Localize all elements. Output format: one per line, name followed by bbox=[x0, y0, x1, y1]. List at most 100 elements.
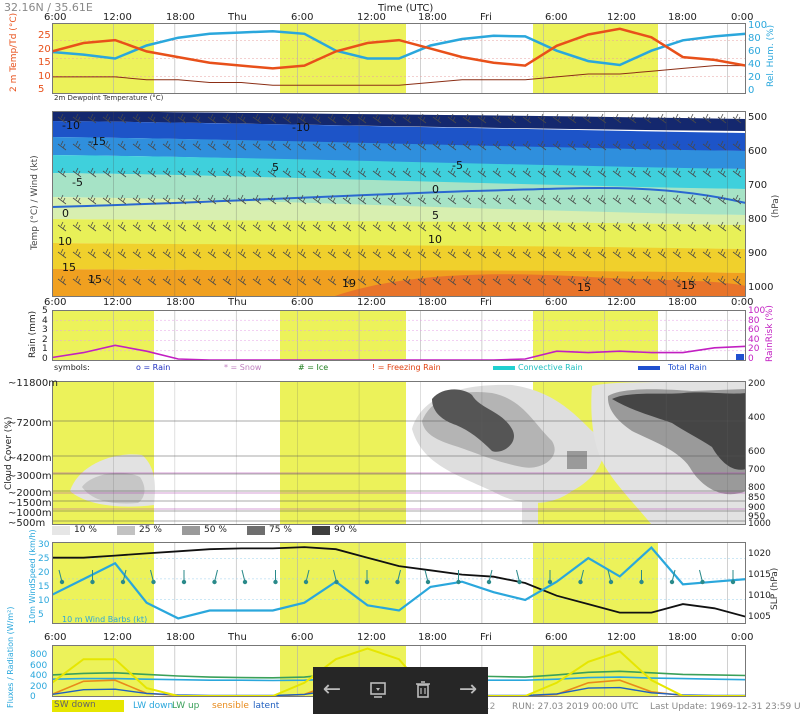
isotherm-label: -15 bbox=[677, 279, 695, 292]
wind-barb bbox=[327, 221, 337, 232]
wind-barb bbox=[192, 140, 202, 151]
wind-barb bbox=[567, 194, 577, 205]
wind-barb bbox=[57, 113, 67, 124]
isotherm-label: 10 bbox=[428, 233, 442, 246]
wind-barb bbox=[372, 275, 382, 286]
wind-barb bbox=[252, 140, 262, 151]
temperature-band bbox=[52, 137, 746, 169]
cloud-legend-swatch bbox=[182, 526, 200, 535]
convective-rain-swatch bbox=[493, 366, 515, 370]
wind-barb bbox=[702, 140, 712, 151]
wind-barb bbox=[732, 194, 742, 205]
wind-barb bbox=[552, 248, 562, 259]
wind-barb bbox=[241, 569, 246, 583]
wind-barb bbox=[117, 140, 127, 151]
rainrisk-tick-label: 20 bbox=[748, 344, 760, 355]
wind-barb bbox=[327, 140, 337, 151]
wind-barb bbox=[312, 248, 322, 259]
cloud-cover-region bbox=[522, 501, 538, 525]
wind-barb bbox=[642, 248, 652, 259]
wind-barb bbox=[102, 113, 112, 124]
wind-barb bbox=[537, 275, 547, 286]
coordinates-label: 32.16N / 35.61E bbox=[4, 1, 93, 14]
wind-barb bbox=[702, 248, 712, 259]
humidity-tick-label: 0 bbox=[748, 85, 755, 96]
rain-tick-label: 1 bbox=[42, 344, 48, 355]
wind-barb bbox=[717, 248, 727, 259]
wind-barb bbox=[552, 194, 562, 205]
wind-barb bbox=[582, 248, 592, 259]
wind-barb bbox=[87, 194, 97, 205]
total-rain-label: Total Rain bbox=[668, 363, 707, 372]
cloud-height-tick: ~3000m bbox=[8, 471, 52, 482]
wind-barb bbox=[177, 140, 187, 151]
time-tick-label: 6:00 bbox=[44, 12, 67, 23]
wind-barb bbox=[207, 140, 217, 151]
freezing-level-line bbox=[52, 186, 746, 208]
wind-barb bbox=[297, 140, 307, 151]
wind-barb bbox=[699, 569, 703, 583]
panel-frame bbox=[52, 111, 746, 297]
rainrisk-tick-label: 0 bbox=[748, 354, 754, 364]
time-tick-label: 0:00 bbox=[731, 632, 754, 643]
cloud-height-tick: ~1000m bbox=[8, 508, 52, 519]
wind-barb bbox=[417, 194, 427, 205]
cloud-height-tick: ~1500m bbox=[8, 498, 52, 509]
slideshow-icon[interactable] bbox=[365, 677, 391, 703]
cloud-legend-label: 10 % bbox=[74, 525, 97, 535]
time-tick-label: 18:00 bbox=[668, 297, 697, 308]
wind-barb bbox=[717, 167, 727, 178]
time-tick-label: 6:00 bbox=[291, 632, 314, 643]
trash-icon[interactable] bbox=[410, 677, 436, 703]
wind-barb bbox=[687, 194, 697, 205]
isotherm-label: -5 bbox=[72, 176, 83, 189]
wind-barb bbox=[492, 113, 502, 124]
wind-barb bbox=[372, 113, 382, 124]
time-tick-label: 6:00 bbox=[44, 632, 67, 643]
wind-barb bbox=[252, 275, 262, 286]
wind-barb bbox=[597, 113, 607, 124]
wind-barb bbox=[672, 248, 682, 259]
wind-barb bbox=[207, 275, 217, 286]
wind-barb bbox=[87, 113, 97, 124]
wind-barb bbox=[162, 113, 172, 124]
wind-barb bbox=[102, 194, 112, 205]
wind-barb bbox=[597, 248, 607, 259]
symbols-label: symbols: bbox=[54, 363, 90, 372]
wind-barb bbox=[87, 167, 97, 178]
wind-barb bbox=[327, 167, 337, 178]
wind-barb bbox=[657, 113, 667, 124]
wind-barb bbox=[417, 221, 427, 232]
time-tick-label: 12:00 bbox=[103, 632, 132, 643]
temperature-band bbox=[52, 155, 746, 189]
wind-barb bbox=[357, 167, 367, 178]
wind-barb bbox=[177, 221, 187, 232]
wind-barb bbox=[342, 221, 352, 232]
wind-barb bbox=[732, 275, 742, 286]
wind-barb bbox=[537, 194, 547, 205]
isotherm-label: -10 bbox=[62, 119, 80, 132]
pressure-tick-label: 600 bbox=[748, 146, 768, 157]
wind-barb bbox=[222, 140, 232, 151]
cloud-legend-swatch bbox=[312, 526, 330, 535]
back-arrow-icon[interactable]: ← bbox=[322, 677, 342, 702]
lw-up-legend: LW up bbox=[172, 701, 200, 711]
wind-barb bbox=[522, 221, 532, 232]
wind-barb bbox=[252, 113, 262, 124]
isotherm-label: 15 bbox=[88, 273, 102, 286]
time-tick-label: Thu bbox=[228, 297, 247, 308]
wind-barb bbox=[717, 113, 727, 124]
forward-arrow-icon[interactable]: → bbox=[458, 677, 478, 702]
wind-barb bbox=[462, 248, 472, 259]
wind-barb bbox=[522, 275, 532, 286]
image-viewer-toolbar: ← → bbox=[313, 667, 488, 714]
wind-barb bbox=[387, 194, 397, 205]
wind-barb bbox=[492, 167, 502, 178]
cloud-pressure-tick: 700 bbox=[748, 465, 766, 475]
wind-barb bbox=[597, 194, 607, 205]
wind-barb bbox=[672, 221, 682, 232]
wind-barb bbox=[117, 248, 127, 259]
isotherm-label: 15 bbox=[577, 281, 591, 294]
latent-legend: latent bbox=[253, 701, 280, 711]
humidity-tick-label: 20 bbox=[748, 72, 761, 83]
